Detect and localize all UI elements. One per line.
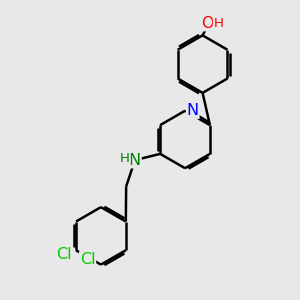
Text: N: N [187,103,199,118]
Text: O: O [201,16,213,31]
Text: N: N [129,153,141,168]
Text: H: H [120,152,130,165]
Text: Cl: Cl [80,252,95,267]
Text: Cl: Cl [56,247,72,262]
Text: H: H [213,16,223,30]
